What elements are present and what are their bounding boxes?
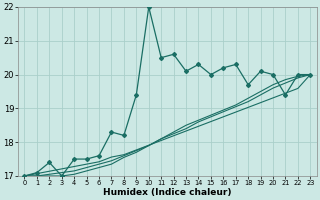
X-axis label: Humidex (Indice chaleur): Humidex (Indice chaleur) [103,188,232,197]
